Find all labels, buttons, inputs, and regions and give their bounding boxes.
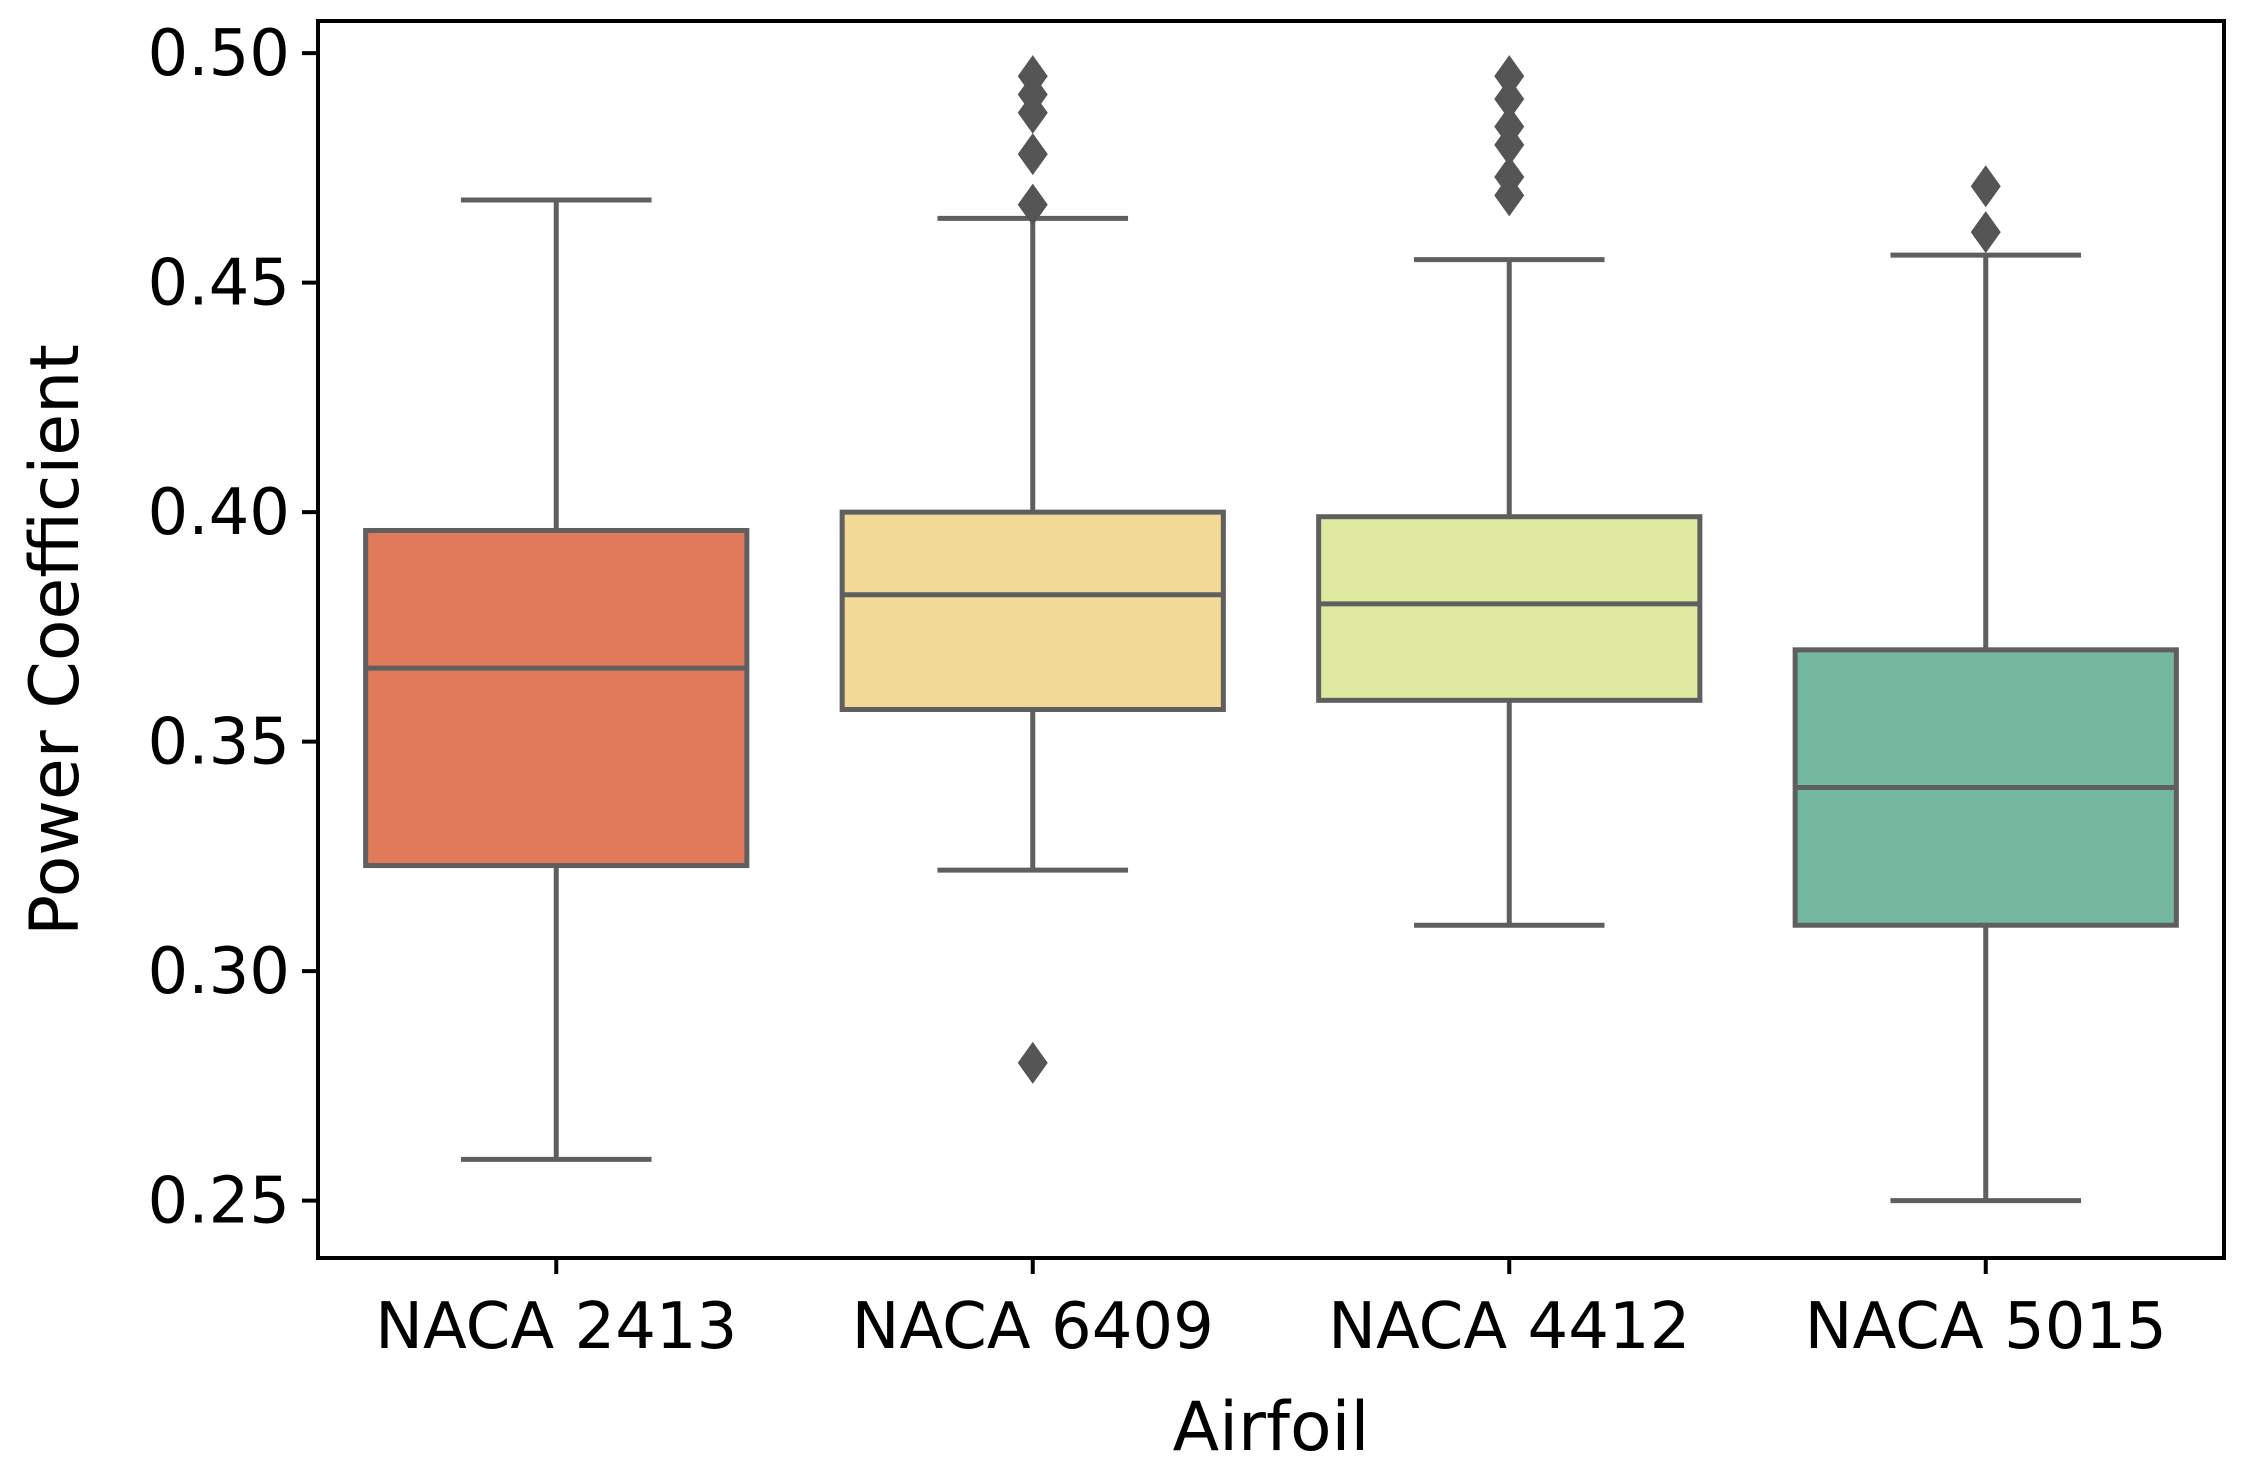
outlier-marker	[1017, 1041, 1048, 1084]
y-tick-label: 0.40	[148, 476, 291, 550]
box-group-1	[363, 197, 750, 1162]
x-axis-label: Airfoil	[1173, 1388, 1370, 1467]
box-group-3	[1316, 55, 1703, 928]
outlier-marker	[1494, 156, 1525, 199]
outlier-marker	[1017, 55, 1048, 98]
outlier-marker	[1017, 183, 1048, 226]
box-group-4	[1792, 165, 2179, 1204]
y-axis-label: Power Coefficient	[16, 344, 95, 936]
x-tick-label: NACA 4412	[1328, 1290, 1690, 1364]
plot-frame	[316, 19, 2226, 1260]
x-tick-label: NACA 5015	[1805, 1290, 2167, 1364]
box-group-2	[839, 55, 1226, 1084]
box-iqr	[1316, 514, 1703, 703]
y-axis: 0.25 0.30 0.35 0.40 0.45 0.50	[148, 17, 318, 1239]
x-axis: NACA 2413 NACA 6409 NACA 4412 NACA 5015	[375, 1258, 2167, 1364]
x-tick-label: NACA 6409	[852, 1290, 1214, 1364]
box-iqr	[363, 527, 750, 869]
box-iqr	[839, 509, 1226, 712]
outlier-marker	[1017, 133, 1048, 176]
outlier-marker	[1970, 165, 2001, 208]
boxes-layer	[363, 55, 2179, 1204]
y-tick-label: 0.25	[148, 1165, 291, 1239]
outlier-marker	[1494, 55, 1525, 98]
outlier-marker	[1494, 78, 1525, 121]
outlier-marker	[1494, 105, 1525, 148]
outlier-marker	[1970, 211, 2001, 254]
x-tick-label: NACA 2413	[375, 1290, 737, 1364]
y-tick-label: 0.45	[148, 247, 291, 321]
y-tick-label: 0.50	[148, 17, 291, 91]
y-tick-label: 0.30	[148, 935, 291, 1009]
y-tick-label: 0.35	[148, 706, 291, 780]
